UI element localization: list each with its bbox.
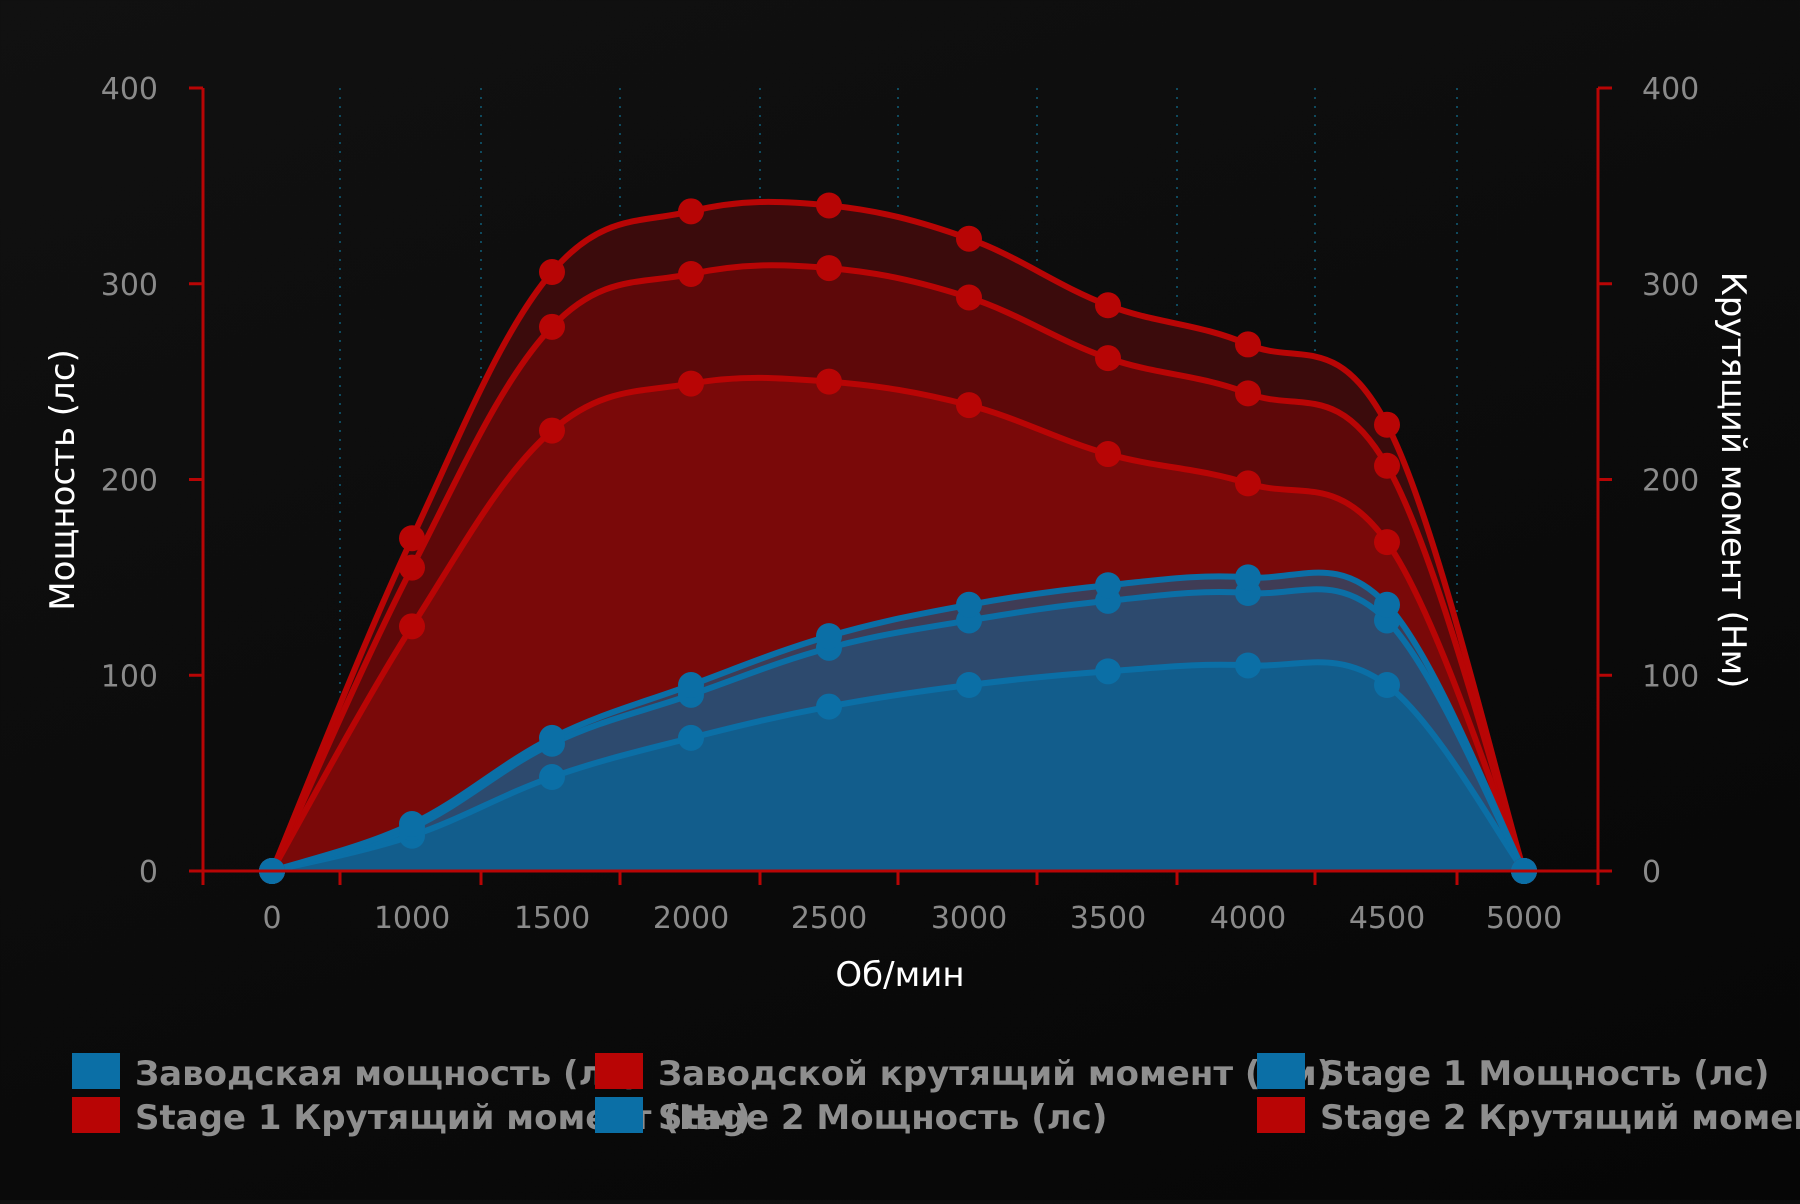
data-point-s3-p4 — [816, 255, 842, 282]
data-point-s1-p2 — [539, 417, 565, 444]
data-point-s5-p4 — [816, 192, 842, 219]
data-point-s1-p6 — [1095, 441, 1121, 468]
x-tick-label-7: 4000 — [1210, 901, 1286, 936]
y-tick-label-right-3: 300 — [1642, 268, 1699, 303]
data-point-s3-p8 — [1374, 452, 1400, 479]
legend-item-3: Stage 1 Крутящий момент (Нм) — [72, 1097, 751, 1138]
data-point-s3-p3 — [678, 260, 704, 287]
y-tick-label-left-1: 100 — [101, 659, 158, 694]
y-tick-label-left-3: 300 — [101, 268, 158, 303]
data-point-s4-p1 — [399, 811, 425, 838]
x-tick-label-0: 0 — [262, 901, 281, 936]
y-tick-label-right-0: 0 — [1642, 855, 1661, 890]
x-tick-label-4: 2500 — [791, 901, 867, 936]
data-point-s0-p7 — [1235, 652, 1261, 679]
data-point-s1-p7 — [1235, 470, 1261, 497]
x-tick-label-1: 1000 — [374, 901, 450, 936]
data-point-s4-p2 — [539, 724, 565, 751]
y-tick-label-right-4: 400 — [1642, 72, 1699, 107]
data-point-s1-p1 — [399, 613, 425, 640]
x-tick-label-3: 2000 — [653, 901, 729, 936]
data-point-s0-p8 — [1374, 672, 1400, 699]
data-point-s3-p6 — [1095, 345, 1121, 372]
data-point-s5-p1 — [399, 525, 425, 552]
data-point-s3-p7 — [1235, 380, 1261, 407]
x-tick-label-9: 5000 — [1486, 901, 1562, 936]
data-point-s5-p7 — [1235, 331, 1261, 358]
x-axis-title: Об/мин — [835, 955, 964, 995]
data-point-s0-p4 — [816, 693, 842, 720]
data-point-s3-p1 — [399, 554, 425, 581]
data-point-s4-p6 — [1095, 572, 1121, 599]
series-line-1 — [269, 374, 1527, 873]
y-tick-label-left-4: 400 — [101, 72, 158, 107]
legend-label-2: Stage 1 Мощность (лс) — [1320, 1054, 1769, 1094]
x-tick-label-6: 3500 — [1070, 901, 1146, 936]
data-point-s5-p5 — [956, 225, 982, 252]
y-tick-label-right-1: 100 — [1642, 659, 1699, 694]
legend-swatch-1 — [595, 1053, 643, 1089]
data-point-s3-p5 — [956, 284, 982, 311]
x-tick-label-8: 4500 — [1349, 901, 1425, 936]
data-point-s4-p7 — [1235, 564, 1261, 591]
legend-label-4: Stage 2 Мощность (лс) — [658, 1098, 1107, 1138]
legend-swatch-3 — [72, 1097, 120, 1133]
data-point-s0-p2 — [539, 764, 565, 791]
legend-item-1: Заводской крутящий момент (Нм) — [595, 1053, 1332, 1094]
data-point-s4-p8 — [1374, 591, 1400, 618]
y-tick-label-right-2: 200 — [1642, 464, 1699, 499]
data-point-s3-p2 — [539, 313, 565, 340]
series-line-0 — [271, 659, 1527, 874]
legend-label-0: Заводская мощность (лс) — [135, 1054, 639, 1094]
legend-swatch-2 — [1257, 1053, 1305, 1089]
data-point-s0-p6 — [1095, 658, 1121, 685]
data-point-s5-p6 — [1095, 292, 1121, 319]
series-line-2 — [271, 586, 1527, 874]
data-point-s0-p5 — [956, 672, 982, 699]
series-line-5 — [269, 198, 1527, 873]
legend-label-3: Stage 1 Крутящий момент (Нм) — [135, 1098, 751, 1138]
data-point-s0-p3 — [678, 724, 704, 751]
legend-label-1: Заводской крутящий момент (Нм) — [658, 1054, 1332, 1094]
legend-swatch-5 — [1257, 1097, 1305, 1133]
y-axis-title-left: Мощность (лс) — [43, 349, 83, 611]
y-tick-label-left-2: 200 — [101, 464, 158, 499]
series-line-4 — [271, 569, 1527, 874]
data-point-s1-p4 — [816, 368, 842, 395]
y-tick-label-left-0: 0 — [139, 855, 158, 890]
legend-item-0: Заводская мощность (лс) — [72, 1053, 639, 1094]
data-point-s4-p5 — [956, 591, 982, 618]
data-point-s1-p3 — [678, 370, 704, 397]
data-point-s5-p8 — [1374, 411, 1400, 438]
data-point-s1-p5 — [956, 392, 982, 419]
y-axis-title-right: Крутящий момент (Нм) — [1713, 272, 1753, 689]
legend: Заводская мощность (лс) Заводской крутящи… — [72, 1053, 1800, 1138]
legend-item-5: Stage 2 Крутящий момент (Нм) — [1257, 1097, 1800, 1138]
legend-swatch-0 — [72, 1053, 120, 1089]
x-tick-label-5: 3000 — [931, 901, 1007, 936]
legend-item-4: Stage 2 Мощность (лс) — [595, 1097, 1107, 1138]
legend-label-5: Stage 2 Крутящий момент (Нм) — [1320, 1098, 1800, 1138]
x-tick-label-2: 1500 — [514, 901, 590, 936]
series-line-3 — [269, 262, 1527, 873]
series-area-0 — [272, 662, 1524, 871]
legend-swatch-4 — [595, 1097, 643, 1133]
data-point-s4-p4 — [816, 623, 842, 650]
data-point-s5-p2 — [539, 259, 565, 286]
data-point-s5-p3 — [678, 198, 704, 225]
data-point-s1-p8 — [1374, 529, 1400, 556]
legend-item-2: Stage 1 Мощность (лс) — [1257, 1053, 1769, 1094]
data-point-s4-p3 — [678, 672, 704, 699]
